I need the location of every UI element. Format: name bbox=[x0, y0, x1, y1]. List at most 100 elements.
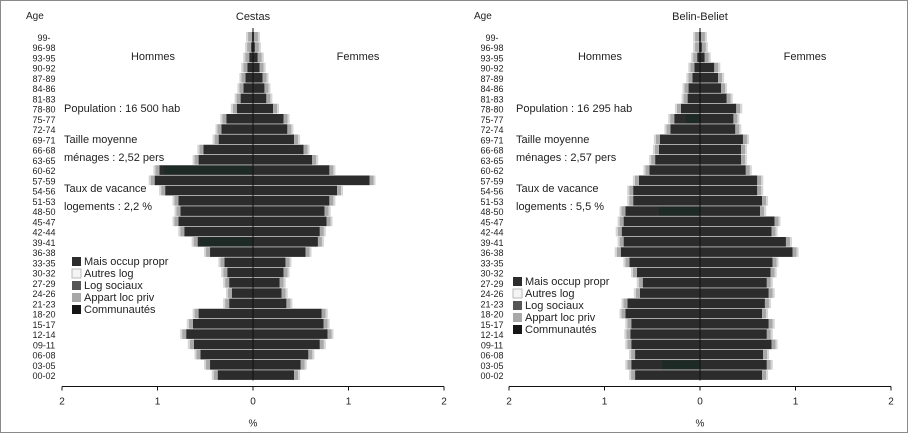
bar-femmes-edge-18-20 bbox=[321, 308, 326, 319]
bar-femmes-81-83 bbox=[253, 93, 267, 104]
bar-femmes-edge-21-23 bbox=[286, 298, 291, 309]
bar-hommes-autres-30-32 bbox=[630, 267, 633, 278]
legend-swatch-1 bbox=[512, 288, 523, 299]
x-tick-label: 1 bbox=[155, 397, 161, 408]
bar-femmes-autres-63-65 bbox=[745, 155, 748, 165]
bar-femmes-autres-60-62 bbox=[749, 165, 752, 175]
femmes-label: Femmes bbox=[337, 51, 380, 63]
bar-hommes-autres-12-14 bbox=[180, 329, 183, 339]
bar-hommes-autres-24-26 bbox=[633, 288, 636, 298]
bar-hommes-edge-00-02 bbox=[213, 370, 218, 380]
bar-hommes-09-11 bbox=[193, 339, 253, 350]
bar-femmes-edge-06-08 bbox=[308, 349, 313, 360]
bar-hommes-edge-39-41 bbox=[619, 237, 624, 247]
bar-femmes-30-32 bbox=[700, 267, 771, 278]
bar-femmes-51-53 bbox=[700, 196, 763, 206]
bar-femmes-edge-81-83 bbox=[726, 93, 731, 104]
bar-hommes-edge-30-32 bbox=[632, 267, 637, 278]
bar-hommes-edge-21-23 bbox=[623, 298, 628, 309]
bar-femmes-autres-96-98 bbox=[705, 42, 708, 52]
age-tick-24-26: 24-26 bbox=[480, 289, 503, 299]
age-tick-39-41: 39-41 bbox=[32, 238, 55, 248]
bar-hommes-09-11 bbox=[631, 339, 700, 350]
legend-label-4: Communautés bbox=[525, 324, 597, 336]
bar-femmes-27-29 bbox=[700, 278, 767, 288]
bar-femmes-autres-90-92 bbox=[718, 62, 721, 73]
age-tick-27-29: 27-29 bbox=[32, 279, 55, 289]
bar-hommes-communautes-48-50 bbox=[659, 206, 700, 216]
bar-femmes-18-20 bbox=[700, 308, 763, 319]
bar-femmes-edge-75-77 bbox=[283, 114, 288, 124]
bar-femmes-84-86 bbox=[253, 83, 265, 93]
bar-femmes-autres-87-89 bbox=[266, 73, 269, 83]
bar-hommes-edge-99- bbox=[248, 32, 253, 42]
bar-femmes-edge-54-56 bbox=[337, 185, 342, 196]
bar-femmes-48-50 bbox=[700, 206, 761, 216]
age-tick-18-20: 18-20 bbox=[32, 310, 55, 320]
bar-femmes-75-77 bbox=[700, 114, 734, 124]
bar-hommes-63-65 bbox=[655, 155, 700, 165]
age-tick-72-74: 72-74 bbox=[480, 125, 503, 135]
age-tick-96-98: 96-98 bbox=[32, 43, 55, 53]
bar-hommes-autres-90-92 bbox=[688, 62, 691, 73]
bar-hommes-autres-30-32 bbox=[221, 267, 224, 278]
bar-femmes-edge-36-38 bbox=[305, 247, 310, 257]
bar-hommes-autres-99- bbox=[693, 32, 696, 42]
bar-hommes-06-08 bbox=[200, 349, 253, 360]
bar-femmes-75-77 bbox=[253, 114, 284, 124]
bar-femmes-autres-30-32 bbox=[774, 267, 777, 278]
age-tick-87-89: 87-89 bbox=[32, 74, 55, 84]
age-tick-81-83: 81-83 bbox=[32, 94, 55, 104]
bar-hommes-57-59 bbox=[154, 175, 253, 186]
bar-hommes-autres-78-80 bbox=[230, 103, 233, 114]
age-tick-06-08: 06-08 bbox=[480, 351, 503, 361]
age-axis-label: Age bbox=[26, 11, 44, 22]
bar-hommes-edge-84-86 bbox=[684, 83, 689, 93]
legend-swatch-4 bbox=[513, 325, 522, 334]
bar-hommes-autres-15-17 bbox=[625, 319, 628, 329]
chart-title: Belin-Beliet bbox=[672, 11, 728, 23]
bar-hommes-edge-36-38 bbox=[206, 247, 211, 257]
bar-hommes-autres-57-59 bbox=[148, 175, 151, 186]
age-tick-03-05: 03-05 bbox=[480, 361, 503, 371]
bar-hommes-edge-81-83 bbox=[236, 93, 241, 104]
bar-hommes-edge-42-44 bbox=[180, 226, 185, 237]
age-tick-42-44: 42-44 bbox=[32, 228, 55, 238]
bar-hommes-edge-75-77 bbox=[670, 114, 675, 124]
bar-femmes-autres-45-47 bbox=[330, 216, 333, 227]
bar-hommes-edge-45-47 bbox=[619, 216, 624, 227]
bar-hommes-edge-78-80 bbox=[232, 103, 237, 114]
bar-femmes-autres-72-74 bbox=[739, 124, 742, 134]
bar-femmes-edge-90-92 bbox=[714, 62, 719, 73]
age-tick-90-92: 90-92 bbox=[32, 64, 55, 74]
bar-hommes-edge-18-20 bbox=[194, 308, 199, 319]
bar-hommes-autres-39-41 bbox=[617, 237, 620, 247]
bar-hommes-90-92 bbox=[247, 62, 253, 73]
age-tick-18-20: 18-20 bbox=[480, 310, 503, 320]
bar-hommes-autres-81-83 bbox=[681, 93, 684, 104]
bar-hommes-54-56 bbox=[165, 185, 253, 196]
age-tick-96-98: 96-98 bbox=[480, 43, 503, 53]
bar-hommes-autres-09-11 bbox=[187, 339, 190, 350]
age-tick-60-62: 60-62 bbox=[32, 166, 55, 176]
bar-hommes-autres-99- bbox=[246, 32, 249, 42]
bar-femmes-autres-84-86 bbox=[725, 83, 728, 93]
age-tick-69-71: 69-71 bbox=[480, 135, 503, 145]
bar-hommes-autres-66-68 bbox=[197, 144, 200, 155]
age-tick-00-02: 00-02 bbox=[32, 371, 55, 381]
taille-moyenne-text: Taille moyenne bbox=[64, 134, 137, 146]
bar-hommes-66-68 bbox=[658, 144, 700, 155]
bar-hommes-edge-63-65 bbox=[194, 155, 199, 165]
bar-hommes-autres-51-53 bbox=[172, 196, 175, 206]
legend-label-2: Log sociaux bbox=[84, 280, 143, 292]
bar-femmes-48-50 bbox=[253, 206, 325, 216]
bar-femmes-72-74 bbox=[700, 124, 736, 134]
age-tick-33-35: 33-35 bbox=[32, 258, 55, 268]
bar-hommes-edge-57-59 bbox=[150, 175, 155, 186]
bar-femmes-edge-15-17 bbox=[768, 319, 773, 329]
bar-femmes-autres-39-41 bbox=[321, 237, 324, 247]
bar-femmes-edge-99- bbox=[253, 32, 258, 42]
bar-hommes-87-89 bbox=[692, 73, 700, 83]
bar-femmes-edge-81-83 bbox=[266, 93, 271, 104]
taille-moyenne-text: Taille moyenne bbox=[516, 134, 589, 146]
